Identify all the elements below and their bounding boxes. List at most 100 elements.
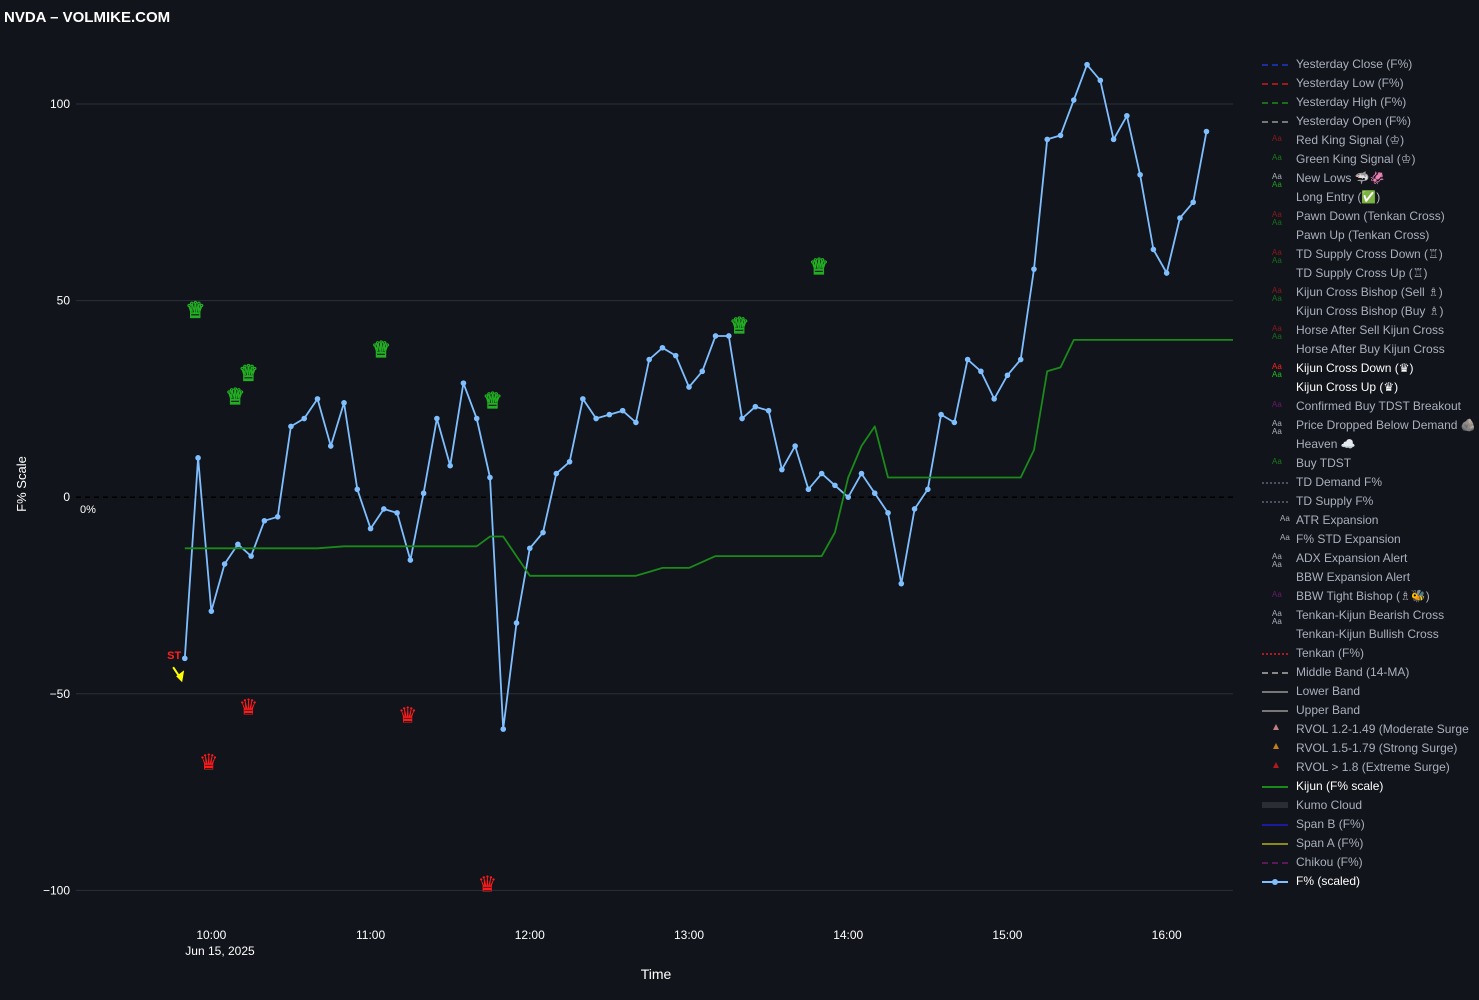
legend-item[interactable]: Yesterday Low (F%) bbox=[1258, 74, 1479, 93]
legend-item[interactable]: RVOL 1.5-1.79 (Strong Surge) bbox=[1258, 739, 1479, 758]
red-crown-marker: ♛ bbox=[477, 872, 497, 897]
f-percent-point bbox=[765, 407, 772, 414]
f-percent-point bbox=[1084, 61, 1090, 68]
legend-item[interactable]: Aa Aa Tenkan-Kijun Bearish Cross bbox=[1258, 606, 1479, 626]
f-percent-point bbox=[978, 368, 984, 375]
legend-swatch-icon bbox=[1260, 872, 1290, 891]
legend-label: Horse After Buy Kijun Cross bbox=[1296, 342, 1445, 356]
legend-item[interactable]: F% (scaled) bbox=[1258, 872, 1479, 891]
f-percent-point bbox=[354, 486, 361, 493]
f-percent-point bbox=[1124, 112, 1130, 119]
f-percent-point bbox=[619, 407, 626, 414]
chart-area: 100 50 0 −50 −100 10:00 11:00 12:00 13:00 14:00 15… bbox=[14, 61, 1233, 982]
legend-item[interactable]: Aa Aa TD Supply Cross Down (♖) bbox=[1258, 245, 1479, 265]
legend-item[interactable]: Heaven ☁️ bbox=[1258, 435, 1479, 454]
legend-label: RVOL 1.2-1.49 (Moderate Surge bbox=[1296, 722, 1469, 736]
legend-item[interactable]: Aa Aa Horse After Sell Kijun Cross bbox=[1258, 321, 1479, 341]
legend-item[interactable]: Horse After Buy Kijun Cross bbox=[1258, 340, 1479, 359]
f-percent-point bbox=[367, 525, 374, 532]
legend-item[interactable]: Yesterday Open (F%) bbox=[1258, 112, 1479, 131]
f-percent-point bbox=[659, 344, 666, 351]
legend-item[interactable]: Aa Confirmed Buy TDST Breakout bbox=[1258, 397, 1479, 416]
f-percent-point bbox=[646, 356, 652, 363]
legend-item[interactable]: Yesterday Close (F%) bbox=[1258, 55, 1479, 74]
f-percent-point bbox=[460, 380, 467, 386]
legend-item[interactable]: Aa Aa New Lows 🦈🦑 bbox=[1258, 169, 1479, 189]
legend-swatch-icon bbox=[1260, 340, 1290, 359]
legend-swatch-icon bbox=[1260, 492, 1290, 511]
legend-item[interactable]: Aa Aa Pawn Down (Tenkan Cross) bbox=[1258, 207, 1479, 227]
legend-item[interactable]: Kijun (F% scale) bbox=[1258, 777, 1479, 796]
legend-item[interactable]: Aa Aa Price Dropped Below Demand 🪨 bbox=[1258, 416, 1479, 436]
legend-item[interactable]: Tenkan-Kijun Bullish Cross bbox=[1258, 625, 1479, 644]
legend-label: RVOL 1.5-1.79 (Strong Surge) bbox=[1296, 741, 1458, 755]
green-crown-marker: ♛ bbox=[730, 314, 750, 339]
f-percent-point bbox=[964, 356, 971, 363]
legend-item[interactable]: RVOL > 1.8 (Extreme Surge) bbox=[1258, 758, 1479, 777]
st-label: ST bbox=[167, 650, 181, 662]
f-percent-point bbox=[407, 557, 414, 563]
legend-item[interactable]: Span B (F%) bbox=[1258, 815, 1479, 834]
f-percent-point bbox=[712, 333, 719, 339]
legend-item[interactable]: Aa Green King Signal (♔) bbox=[1258, 150, 1479, 169]
legend-swatch-icon bbox=[1260, 663, 1290, 682]
legend-item[interactable]: Chikou (F%) bbox=[1258, 853, 1479, 872]
legend-item[interactable]: Kijun Cross Bishop (Buy ♗) bbox=[1258, 302, 1479, 321]
legend-item[interactable]: TD Supply F% bbox=[1258, 492, 1479, 511]
x-date-label: Jun 15, 2025 bbox=[185, 944, 255, 958]
legend-item[interactable]: Aa Aa Kijun Cross Bishop (Sell ♗) bbox=[1258, 283, 1479, 303]
legend-item[interactable]: Aa ATR Expansion bbox=[1258, 511, 1479, 530]
f-percent-point bbox=[1070, 97, 1077, 103]
legend-item[interactable]: Aa F% STD Expansion bbox=[1258, 530, 1479, 549]
f-percent-point bbox=[991, 396, 997, 402]
f-percent-point bbox=[394, 510, 400, 516]
legend-item[interactable]: TD Demand F% bbox=[1258, 473, 1479, 492]
legend-item[interactable]: BBW Expansion Alert bbox=[1258, 568, 1479, 587]
legend-item[interactable]: TD Supply Cross Up (♖) bbox=[1258, 264, 1479, 283]
f-percent-point bbox=[182, 655, 188, 662]
f-percent-point bbox=[195, 455, 201, 461]
legend-item[interactable]: RVOL 1.2-1.49 (Moderate Surge bbox=[1258, 720, 1479, 739]
legend-item[interactable]: Span A (F%) bbox=[1258, 834, 1479, 853]
legend-label: Span A (F%) bbox=[1296, 836, 1364, 850]
legend-label: Kijun Cross Bishop (Buy ♗) bbox=[1296, 304, 1444, 318]
legend-item[interactable]: Yesterday High (F%) bbox=[1258, 93, 1479, 112]
legend-item[interactable]: Tenkan (F%) bbox=[1258, 644, 1479, 663]
legend-item[interactable]: Lower Band bbox=[1258, 682, 1479, 701]
f-percent-point bbox=[672, 352, 679, 359]
legend-item[interactable]: Kumo Cloud bbox=[1258, 796, 1479, 815]
f-percent-point bbox=[925, 486, 931, 493]
legend-label: TD Supply F% bbox=[1296, 494, 1374, 508]
f-percent-point bbox=[261, 517, 268, 524]
f-percent-point bbox=[434, 415, 440, 422]
red-crown-marker: ♛ bbox=[398, 703, 418, 728]
green-crown-marker: ♛ bbox=[371, 338, 391, 363]
legend-label: Yesterday High (F%) bbox=[1296, 95, 1407, 109]
y-axis-title: F% Scale bbox=[14, 456, 29, 512]
y-tick-label: 0 bbox=[63, 490, 70, 504]
grid-layer bbox=[76, 103, 1233, 891]
legend-item[interactable]: Aa Aa Kijun Cross Down (♛) bbox=[1258, 359, 1479, 379]
legend-item[interactable]: Upper Band bbox=[1258, 701, 1479, 720]
legend-item[interactable]: Pawn Up (Tenkan Cross) bbox=[1258, 226, 1479, 245]
legend-item[interactable]: Aa Buy TDST bbox=[1258, 454, 1479, 473]
legend-swatch-icon bbox=[1260, 93, 1290, 112]
green-crown-marker: ♛ bbox=[809, 255, 829, 280]
f-percent-point bbox=[580, 396, 586, 402]
legend-item[interactable]: Aa BBW Tight Bishop (♗🐝) bbox=[1258, 587, 1479, 606]
legend-item[interactable]: Middle Band (14-MA) bbox=[1258, 663, 1479, 682]
x-axis-title: Time bbox=[641, 966, 672, 982]
legend-swatch-icon bbox=[1260, 739, 1290, 758]
legend-item[interactable]: Kijun Cross Up (♛) bbox=[1258, 378, 1479, 397]
legend-label: ADX Expansion Alert bbox=[1296, 551, 1408, 565]
axis-layer: 100 50 0 −50 −100 10:00 11:00 12:00 13:00 14:00 15… bbox=[43, 97, 1182, 942]
legend-label: Lower Band bbox=[1296, 684, 1361, 698]
legend-label: Yesterday Low (F%) bbox=[1296, 76, 1404, 90]
legend-label: Long Entry (✅) bbox=[1296, 190, 1381, 204]
f-percent-point bbox=[1110, 136, 1117, 143]
legend-item[interactable]: Aa Aa ADX Expansion Alert bbox=[1258, 549, 1479, 569]
st-arrow-head bbox=[176, 670, 185, 683]
legend-item[interactable]: Aa Red King Signal (♔) bbox=[1258, 131, 1479, 150]
legend-label: Tenkan-Kijun Bearish Cross bbox=[1296, 608, 1445, 622]
legend-item[interactable]: Long Entry (✅) bbox=[1258, 188, 1479, 207]
